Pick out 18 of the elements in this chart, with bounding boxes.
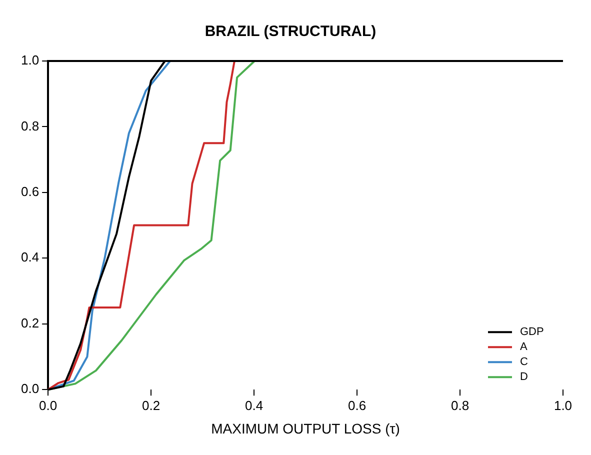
legend-label: GDP <box>520 326 544 338</box>
legend-label: D <box>520 371 528 384</box>
y-tick-label: 0.8 <box>20 118 40 134</box>
x-axis-title: MAXIMUM OUTPUT LOSS (τ) <box>211 420 400 436</box>
y-tick-label: 1.0 <box>20 52 40 68</box>
chart-title: BRAZIL (STRUCTURAL) <box>204 23 376 40</box>
y-tick-label: 0.0 <box>20 381 40 396</box>
x-tick-label: 0.4 <box>245 398 264 413</box>
x-tick-label: 1.0 <box>554 398 572 413</box>
x-tick-label: 0.2 <box>142 398 160 413</box>
x-tick-label: 0.0 <box>39 398 58 413</box>
y-tick-label: 0.4 <box>20 250 40 265</box>
y-tick-label: 0.2 <box>20 315 40 330</box>
legend-label: C <box>520 356 528 368</box>
x-tick-label: 0.8 <box>450 398 470 413</box>
y-tick-label: 0.6 <box>20 184 40 200</box>
x-tick-label: 0.6 <box>348 398 366 413</box>
legend-label: A <box>520 341 528 354</box>
